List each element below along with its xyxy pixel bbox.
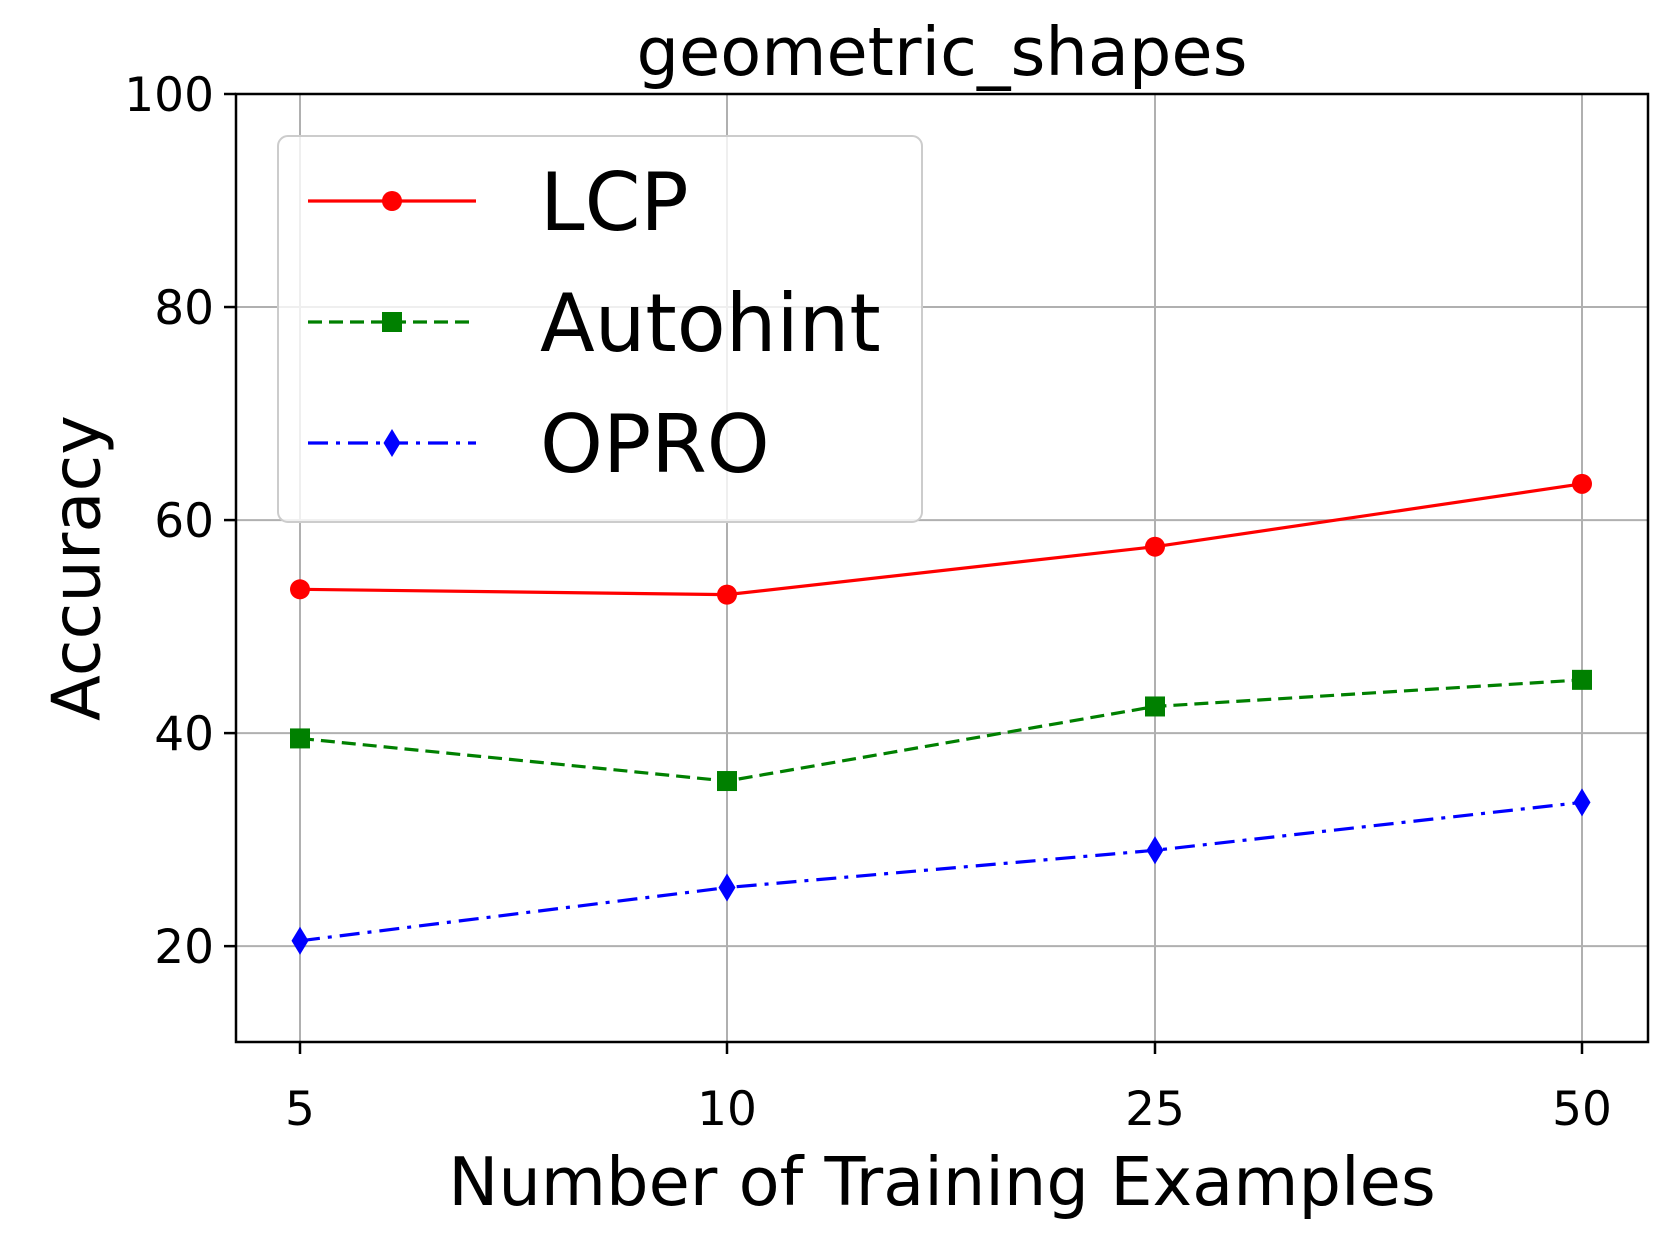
series-autohint — [290, 669, 1592, 792]
data-point — [1146, 836, 1164, 865]
y-tick-label: 40 — [154, 707, 214, 762]
data-point — [1572, 473, 1592, 494]
data-point — [718, 873, 736, 902]
legend-item-autohint: Autohint — [308, 277, 881, 370]
legend-item-opro: OPRO — [308, 398, 770, 491]
legend-label: OPRO — [540, 398, 770, 491]
series-lcp — [290, 473, 1592, 605]
legend-marker — [383, 429, 401, 457]
legend-label: Autohint — [540, 277, 881, 370]
data-point — [290, 579, 310, 600]
series-layer — [290, 473, 1592, 955]
legend-box — [277, 135, 923, 523]
y-tick-label: 100 — [124, 68, 214, 123]
legend-item-lcp: LCP — [308, 156, 689, 249]
legend-marker — [382, 312, 402, 332]
x-tick-label: 5 — [285, 1082, 315, 1137]
y-tick-label: 60 — [154, 494, 214, 549]
data-point — [1572, 669, 1592, 690]
data-point — [1145, 696, 1165, 717]
x-axis-title: Number of Training Examples — [448, 1143, 1436, 1221]
y-tick-label: 80 — [154, 281, 214, 336]
series-line — [299, 482, 1583, 597]
y-tick-label: 20 — [154, 920, 214, 975]
data-point — [291, 926, 309, 955]
legend-marker — [382, 191, 402, 211]
plot-frame — [234, 92, 1650, 1044]
y-axis-title: Accuracy — [37, 415, 115, 721]
data-point — [1145, 536, 1165, 557]
ticks: 5 10 25 50 20 40 60 80 100 — [124, 68, 1612, 1137]
data-point — [717, 584, 737, 605]
legend-label: LCP — [540, 156, 689, 249]
legend: LCP Autohint OPRO — [277, 135, 923, 523]
series-line — [299, 800, 1583, 943]
x-tick-label: 50 — [1552, 1082, 1612, 1137]
chart-title: geometric_shapes — [636, 13, 1247, 91]
series-opro — [291, 788, 1591, 955]
data-point — [290, 728, 310, 749]
series-line — [299, 678, 1583, 783]
data-point — [1573, 788, 1591, 817]
x-tick-label: 10 — [697, 1082, 757, 1137]
data-point — [717, 771, 737, 792]
x-tick-label: 25 — [1125, 1082, 1185, 1137]
